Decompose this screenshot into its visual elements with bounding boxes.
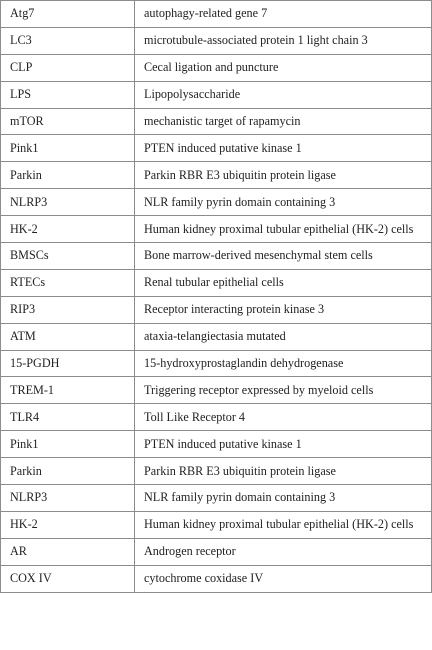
table-row: LPS Lipopolysaccharide: [0, 80, 432, 109]
abbreviation-cell: HK-2: [0, 215, 135, 244]
definition-cell: microtubule-associated protein 1 light c…: [134, 26, 432, 55]
table-row: TREM-1 Triggering receptor expressed by m…: [0, 376, 432, 405]
table-row: Atg7 autophagy-related gene 7: [0, 0, 432, 28]
abbreviations-table: Atg7 autophagy-related gene 7 LC3 microtubu…: [0, 0, 432, 593]
definition-cell: Androgen receptor: [134, 537, 432, 566]
definition-cell: PTEN induced putative kinase 1: [134, 430, 432, 459]
abbreviation-cell: CLP: [0, 53, 135, 82]
table-row: NLRP3 NLR family pyrin domain containing …: [0, 188, 432, 217]
table-row: 15-PGDH 15-hydroxyprostaglandin dehydroge…: [0, 349, 432, 378]
abbreviation-cell: ATM: [0, 322, 135, 351]
abbreviation-cell: RIP3: [0, 295, 135, 324]
definition-cell: ataxia-telangiectasia mutated: [134, 322, 432, 351]
abbreviation-cell: COX IV: [0, 564, 135, 593]
definition-cell: NLR family pyrin domain containing 3: [134, 188, 432, 217]
table-row: COX IV cytochrome coxidase IV: [0, 564, 432, 593]
abbreviation-cell: NLRP3: [0, 484, 135, 512]
definition-cell: Cecal ligation and puncture: [134, 53, 432, 82]
abbreviation-cell: NLRP3: [0, 188, 135, 217]
definition-cell: cytochrome coxidase IV: [134, 564, 432, 593]
table-row: RIP3 Receptor interacting protein kinase …: [0, 295, 432, 324]
table-row: TLR4 Toll Like Receptor 4: [0, 403, 432, 432]
definition-cell: autophagy-related gene 7: [134, 0, 432, 28]
definition-cell: Human kidney proximal tubular epithelial…: [134, 510, 432, 539]
abbreviation-cell: Atg7: [0, 0, 135, 28]
table-row: Pink1 PTEN induced putative kinase 1: [0, 134, 432, 163]
definition-cell: Triggering receptor expressed by myeloid…: [134, 376, 432, 405]
abbreviation-cell: TREM-1: [0, 376, 135, 405]
table-row: Parkin Parkin RBR E3 ubiquitin protein li…: [0, 457, 432, 486]
table-row: Pink1 PTEN induced putative kinase 1: [0, 430, 432, 459]
table-row: ATM ataxia-telangiectasia mutated: [0, 322, 432, 351]
abbreviation-cell: AR: [0, 537, 135, 566]
abbreviation-cell: HK-2: [0, 510, 135, 539]
table-row: mTOR mechanistic target of rapamycin: [0, 107, 432, 136]
table-row: BMSCs Bone marrow-derived mesenchymal ste…: [0, 242, 432, 270]
abbreviation-cell: mTOR: [0, 107, 135, 136]
table-row: CLP Cecal ligation and puncture: [0, 53, 432, 82]
definition-cell: 15-hydroxyprostaglandin dehydrogenase: [134, 349, 432, 378]
definition-cell: Receptor interacting protein kinase 3: [134, 295, 432, 324]
definition-cell: Lipopolysaccharide: [134, 80, 432, 109]
definition-cell: Renal tubular epithelial cells: [134, 268, 432, 297]
abbreviations-table-body: Atg7 autophagy-related gene 7 LC3 microtubu…: [0, 0, 432, 593]
abbreviation-cell: LPS: [0, 80, 135, 109]
table-row: LC3 microtubule-associated protein 1 ligh…: [0, 26, 432, 55]
table-row: Parkin Parkin RBR E3 ubiquitin protein li…: [0, 161, 432, 190]
table-row: RTECs Renal tubular epithelial cells: [0, 268, 432, 297]
table-row: NLRP3 NLR family pyrin domain containing …: [0, 484, 432, 512]
abbreviation-cell: BMSCs: [0, 242, 135, 270]
definition-cell: Parkin RBR E3 ubiquitin protein ligase: [134, 161, 432, 190]
abbreviation-cell: RTECs: [0, 268, 135, 297]
definition-cell: mechanistic target of rapamycin: [134, 107, 432, 136]
abbreviation-cell: Parkin: [0, 161, 135, 190]
definition-cell: Parkin RBR E3 ubiquitin protein ligase: [134, 457, 432, 486]
table-row: AR Androgen receptor: [0, 537, 432, 566]
abbreviation-cell: Pink1: [0, 134, 135, 163]
abbreviation-cell: Pink1: [0, 430, 135, 459]
definition-cell: PTEN induced putative kinase 1: [134, 134, 432, 163]
definition-cell: Toll Like Receptor 4: [134, 403, 432, 432]
definition-cell: Bone marrow-derived mesenchymal stem cel…: [134, 242, 432, 270]
table-row: HK-2 Human kidney proximal tubular epithe…: [0, 215, 432, 244]
definition-cell: Human kidney proximal tubular epithelial…: [134, 215, 432, 244]
abbreviation-cell: 15-PGDH: [0, 349, 135, 378]
definition-cell: NLR family pyrin domain containing 3: [134, 484, 432, 512]
abbreviation-cell: Parkin: [0, 457, 135, 486]
table-row: HK-2 Human kidney proximal tubular epithe…: [0, 510, 432, 539]
abbreviation-cell: TLR4: [0, 403, 135, 432]
abbreviation-cell: LC3: [0, 26, 135, 55]
